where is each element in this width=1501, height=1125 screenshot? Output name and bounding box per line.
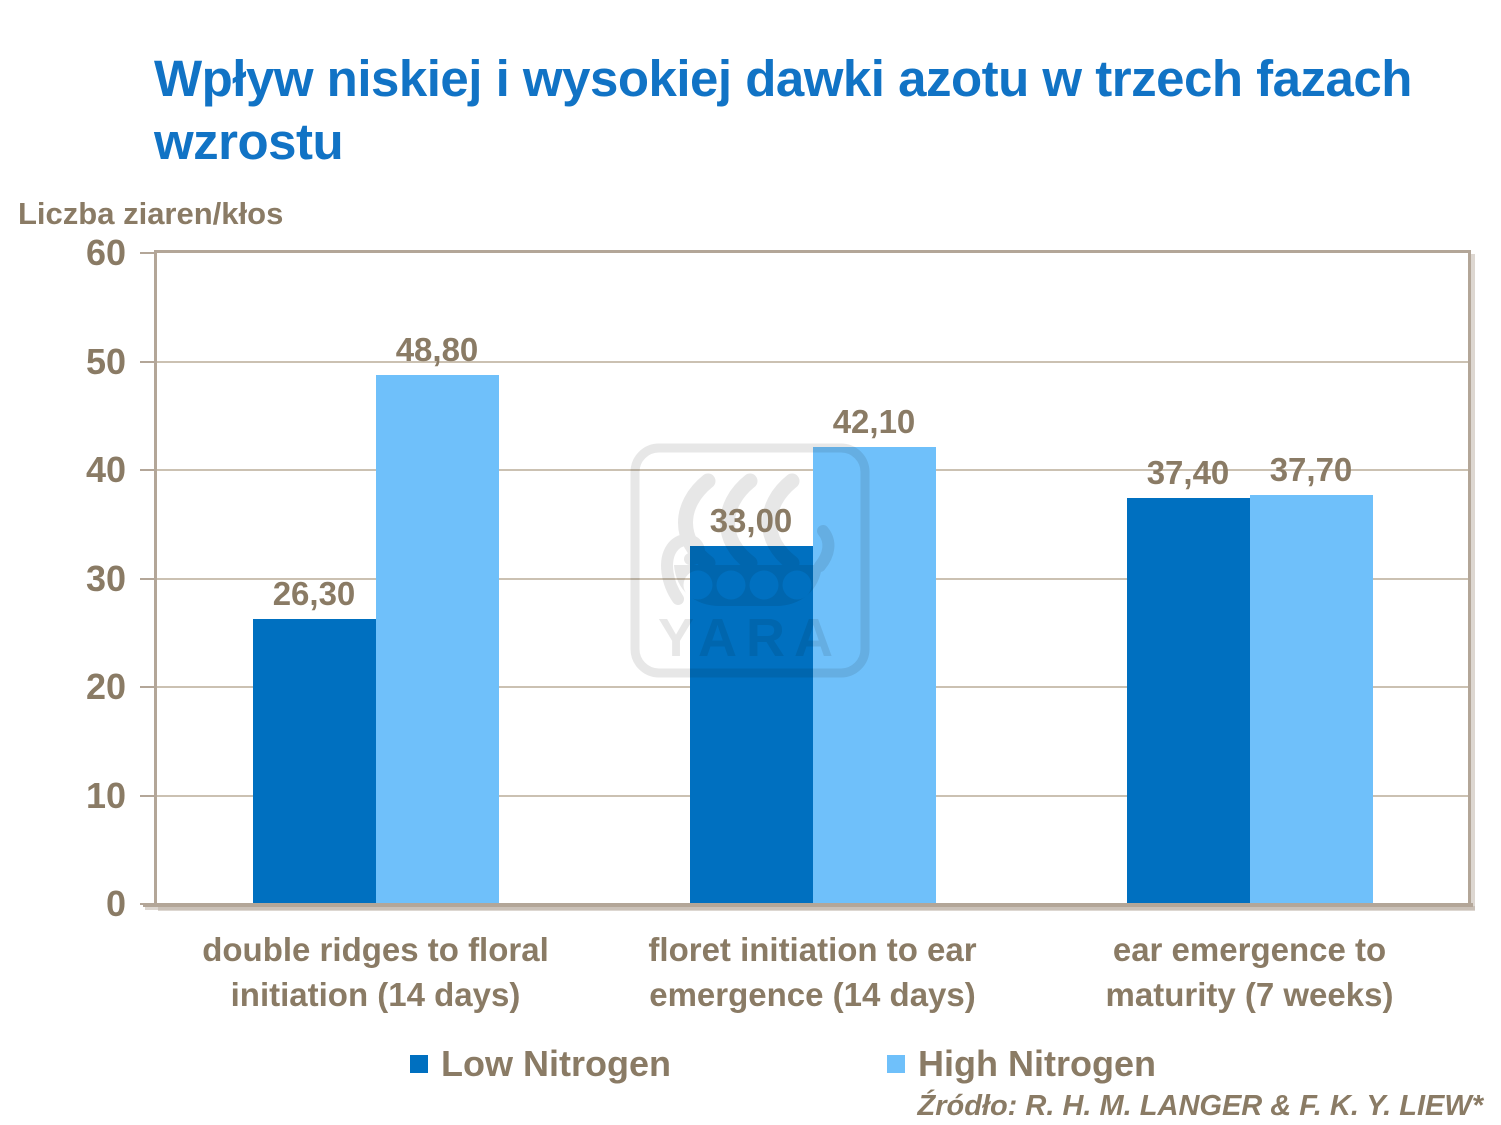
data-label-high-nitrogen-2: 37,70 <box>1269 450 1353 488</box>
data-label-low-nitrogen-1: 33,00 <box>709 501 793 539</box>
category-label-line: initiation (14 days) <box>230 975 521 1013</box>
bar-high-nitrogen-0 <box>375 374 499 904</box>
watermark-wordmark: YARA <box>658 608 842 668</box>
bar-low-nitrogen-2 <box>1126 498 1250 904</box>
y-tick-mark-10 <box>140 794 154 797</box>
gridline-50 <box>157 360 1468 363</box>
y-tick-mark-20 <box>140 686 154 688</box>
legend-item-low-nitrogen: Low Nitrogen <box>410 1043 671 1084</box>
category-label-1: floret initiation to ear emergence (14 da… <box>578 928 1048 1018</box>
legend-swatch-high-nitrogen <box>887 1055 905 1073</box>
category-label-0: double ridges to floral initiation (14 da… <box>141 928 611 1018</box>
source-citation: Źródło: R. H. M. LANGER & F. K. Y. LIEW* <box>917 1090 1483 1122</box>
category-label-line: maturity (7 weeks) <box>1105 975 1394 1013</box>
y-tick-mark-60 <box>140 252 154 254</box>
category-label-2: ear emergence to maturity (7 weeks) <box>1015 928 1485 1018</box>
y-tick-label-50: 50 <box>85 340 126 382</box>
y-tick-label-0: 0 <box>105 883 126 924</box>
y-tick-mark-30 <box>140 577 154 580</box>
y-tick-label-20: 20 <box>85 666 126 707</box>
chart-title: Wpływ niskiej i wysokiej dawki azotu w t… <box>154 50 1412 171</box>
legend-swatch-low-nitrogen <box>410 1055 428 1073</box>
category-label-line: floret initiation to ear <box>648 931 977 968</box>
data-label-high-nitrogen-1: 42,10 <box>832 403 916 441</box>
y-tick-mark-50 <box>140 360 154 363</box>
bar-low-nitrogen-0 <box>252 618 376 904</box>
legend-item-high-nitrogen: High Nitrogen <box>887 1043 1156 1084</box>
data-label-low-nitrogen-2: 37,40 <box>1146 454 1230 492</box>
legend-label-high-nitrogen: High Nitrogen <box>918 1043 1156 1084</box>
y-tick-mark-0 <box>140 903 154 905</box>
y-tick-label-60: 60 <box>85 232 126 273</box>
y-axis-title: Liczba ziaren/kłos <box>18 196 284 231</box>
x-axis-line <box>143 903 1473 907</box>
legend-label-low-nitrogen: Low Nitrogen <box>441 1043 671 1084</box>
y-tick-mark-40 <box>140 469 154 471</box>
watermark-frame <box>630 443 870 678</box>
y-tick-label-10: 10 <box>85 774 126 816</box>
data-label-high-nitrogen-0: 48,80 <box>395 330 479 368</box>
y-tick-label-30: 30 <box>85 557 126 599</box>
category-label-line: emergence (14 days) <box>649 975 976 1013</box>
bar-high-nitrogen-2 <box>1249 494 1373 904</box>
y-tick-label-40: 40 <box>85 449 126 490</box>
yara-logo-watermark: YARA <box>630 443 870 678</box>
category-label-line: double ridges to floral <box>202 931 549 968</box>
viking-ship-icon <box>661 525 835 606</box>
data-label-low-nitrogen-0: 26,30 <box>272 574 356 612</box>
category-label-line: ear emergence to <box>1112 931 1387 968</box>
